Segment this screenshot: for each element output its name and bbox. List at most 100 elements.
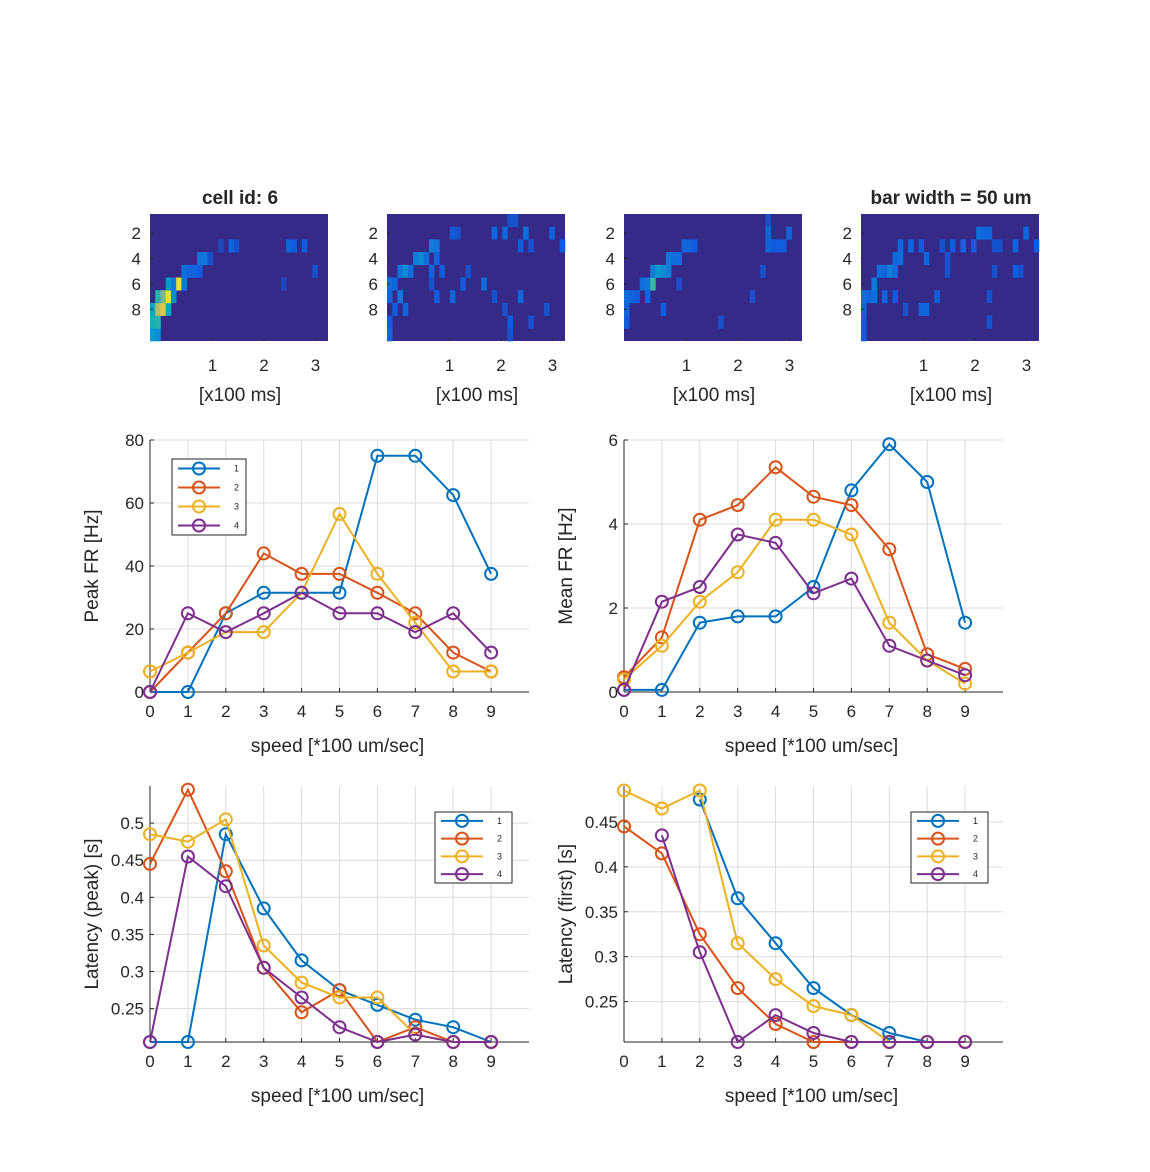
heatmap-cell: [686, 239, 693, 253]
data-point: [446, 664, 461, 679]
data-point: [730, 609, 745, 624]
heatmap-cell: [455, 226, 461, 240]
x-tick-label: 7: [411, 1052, 420, 1071]
x-tick-label: 0: [145, 702, 154, 721]
x-axis-label: speed [*100 um/sec]: [725, 1086, 898, 1107]
heatmap-cell: [671, 252, 677, 266]
heatmap-cell: [549, 226, 555, 240]
heatmap-xtick-label: 1: [919, 356, 928, 375]
data-point: [920, 475, 935, 489]
heatmap-cell: [639, 277, 646, 291]
data-point: [882, 638, 897, 653]
heatmap-cell: [986, 290, 993, 304]
heatmap-cell: [397, 290, 404, 304]
x-tick-label: 3: [733, 702, 742, 721]
data-point: [617, 672, 631, 687]
series-line: [150, 454, 493, 693]
y-tick-label: 60: [125, 494, 144, 513]
legend-box: [171, 458, 247, 536]
heatmap-cell: [781, 239, 787, 253]
data-point: [768, 609, 783, 624]
heatmap-1: 2 4 6 8 1 2 3 [x100 ms]: [132, 214, 328, 406]
legend-label: 3: [234, 502, 239, 512]
data-point: [844, 498, 859, 513]
data-point: [370, 997, 385, 1012]
data-point: [882, 615, 897, 630]
data-point: [692, 783, 707, 798]
legend-label: 2: [973, 834, 978, 844]
x-tick-label: 2: [221, 1052, 230, 1071]
heatmap-cell: [871, 290, 878, 304]
heatmap-2: 2 4 6 8 1 2 3 [x100 ms]: [369, 214, 566, 406]
heatmap-cell: [449, 226, 456, 240]
x-tick-label: 5: [335, 1052, 344, 1071]
data-point: [882, 1035, 897, 1049]
heatmap-ytick-label: 2: [132, 224, 141, 243]
data-point: [920, 1035, 935, 1049]
heatmap-cell: [301, 239, 308, 253]
heatmap-cell: [387, 315, 393, 329]
data-point: [654, 682, 669, 697]
heatmap-xtick-label: 3: [548, 356, 557, 375]
heatmap-cell: [944, 252, 951, 266]
data-point: [332, 507, 347, 521]
heatmap-title-left: cell id: 6: [202, 188, 278, 209]
heatmap-cell: [861, 290, 867, 304]
data-point: [730, 891, 745, 906]
data-point: [484, 566, 499, 581]
data-point: [484, 1035, 499, 1049]
heatmap-ytick-label: 6: [606, 275, 615, 294]
data-point: [180, 834, 195, 849]
heatmap-cell: [923, 302, 930, 316]
data-point: [806, 1026, 821, 1040]
heatmap-cell: [528, 239, 534, 253]
y-tick-label: 4: [609, 515, 618, 534]
legend-swatch-marker: [931, 867, 945, 882]
data-point: [730, 981, 745, 996]
heatmap-cell: [155, 302, 161, 316]
data-point: [692, 512, 707, 527]
heatmap-cell: [986, 315, 993, 329]
data-point: [370, 448, 385, 463]
x-tick-label: 7: [885, 1052, 894, 1071]
x-tick-label: 9: [960, 1052, 969, 1071]
heatmap-cell: [465, 264, 472, 278]
heatmap-ytick-label: 2: [606, 224, 615, 243]
data-point: [218, 879, 233, 894]
x-tick-label: 9: [960, 702, 969, 721]
y-tick-label: 0.35: [585, 903, 618, 922]
y-tick-label: 0.25: [111, 1000, 144, 1019]
data-point: [294, 1005, 309, 1020]
heatmap-cell: [665, 264, 672, 278]
x-tick-label: 2: [221, 702, 230, 721]
heatmap-cell: [861, 328, 867, 342]
heatmap-cell: [918, 302, 925, 316]
heatmap-cell: [775, 239, 782, 253]
heatmap-cell: [481, 277, 487, 291]
heatmap-ytick-label: 6: [132, 275, 141, 294]
data-point: [692, 615, 707, 630]
y-tick-label: 0.45: [585, 813, 618, 832]
heatmap-cell: [197, 252, 203, 266]
data-point: [806, 1035, 821, 1049]
data-point: [332, 566, 347, 581]
heatmap-cell: [523, 226, 529, 240]
heatmap-xlabel: [x100 ms]: [673, 385, 755, 406]
data-point: [218, 864, 233, 879]
heatmap-ytick-label: 8: [843, 300, 852, 319]
data-point: [692, 594, 707, 609]
data-point: [654, 801, 669, 816]
heatmap-cell: [892, 290, 898, 304]
heatmap-cell: [676, 252, 682, 266]
data-point: [332, 983, 347, 998]
y-tick-label: 0: [609, 683, 618, 702]
heatmap-cell: [460, 277, 466, 291]
heatmap-cell: [660, 264, 667, 278]
x-tick-label: 1: [657, 702, 666, 721]
data-point: [768, 512, 783, 527]
data-point: [218, 606, 233, 621]
data-point: [408, 1020, 423, 1035]
legend-label: 2: [497, 834, 502, 844]
y-tick-label: 0.35: [111, 925, 144, 944]
series-4: [143, 585, 499, 699]
